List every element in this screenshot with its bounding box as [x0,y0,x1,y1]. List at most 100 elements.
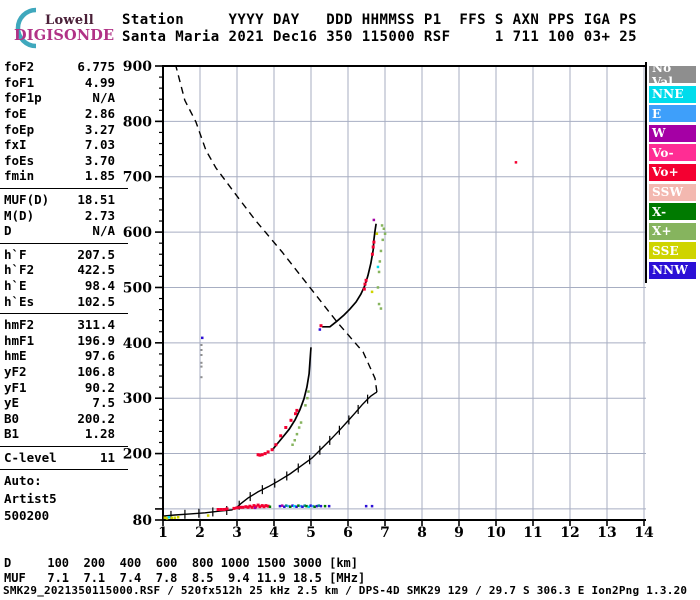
legend-item-w: W [649,124,696,142]
svg-text:500: 500 [123,280,152,296]
param-value: 3.27 [84,121,115,137]
svg-text:300: 300 [123,391,152,407]
svg-text:13: 13 [597,525,616,541]
svg-text:600: 600 [123,225,152,241]
param-row: hmE 97.6 [4,348,115,364]
param-value: 97.6 [84,348,115,364]
legend-label: X- [652,204,667,219]
header-block: Station YYYY DAY DDD HHMMSS P1 FFS S AXN… [122,12,637,46]
param-value: 18.51 [77,192,115,208]
svg-text:9: 9 [454,525,464,541]
param-label: foF1p [4,90,42,106]
param-value: 196.9 [77,332,115,348]
svg-text:14: 14 [634,525,654,541]
svg-text:800: 800 [123,114,152,130]
param-row: h`F 207.5 [4,247,115,263]
series-f2-omode-echoes [319,240,376,328]
series-topside-model-profile [175,65,378,393]
param-value: N/A [92,90,115,106]
param-label: foE [4,106,27,122]
series-f1-xmode-echoes [291,390,310,446]
param-label: MUF(D) [4,192,50,208]
param-row: yE 7.5 [4,395,115,411]
legend-separator [645,62,647,283]
param-label: yE [4,395,20,411]
logo-digisonde-text: DIGISONDE [14,27,115,44]
svg-text:10: 10 [486,525,506,541]
param-label: foEp [4,121,35,137]
param-row: M(D) 2.73 [4,207,115,223]
param-value: 6.775 [77,59,115,75]
param-row: yF1 90.2 [4,379,115,395]
series-f2-xmode-echoes [376,224,387,310]
header-columns-line: Station YYYY DAY DDD HHMMSS P1 FFS S AXN… [122,12,637,28]
param-value: 102.5 [77,293,115,309]
param-group-divider [0,242,128,244]
param-group-divider [0,445,128,447]
svg-text:80: 80 [133,513,153,529]
legend-label: Vo+ [652,165,679,180]
param-footer-line: Artist5 [4,490,57,506]
legend-label: SSE [652,243,679,258]
param-label: h`F2 [4,262,35,278]
param-value: 311.4 [77,317,115,333]
legend-label: Vo- [652,145,674,160]
legend-label: E [652,106,662,121]
param-label: M(D) [4,207,35,223]
svg-text:700: 700 [123,170,152,186]
param-value: 11 [99,449,115,465]
legend-item-e: E [649,105,696,123]
param-value: 106.8 [77,363,115,379]
logo-arc-icon [15,7,37,49]
muf-table-block: D 100 200 400 600 800 1000 1500 3000 [km… [4,556,365,585]
legend-item-vo-: Vo- [649,144,696,162]
param-label: foF2 [4,59,35,75]
param-label: hmF1 [4,332,35,348]
param-value: 3.70 [84,152,115,168]
param-value: 7.5 [92,395,115,411]
legend-label: X+ [652,224,672,239]
d-distance-line: D 100 200 400 600 800 1000 1500 3000 [km… [4,556,359,570]
param-value: 98.4 [84,278,115,294]
series-f1-omode-echoes [256,408,299,457]
param-row: yF2 106.8 [4,364,115,380]
legend-label: NNE [652,87,684,102]
legend-label: NNW [652,263,689,278]
legend-item-nne: NNE [649,85,696,103]
param-value: 4.99 [84,74,115,90]
svg-text:3: 3 [232,525,242,541]
param-value: 1.28 [84,426,115,442]
param-footer-line: 500200 [4,508,50,524]
svg-text:7: 7 [380,525,390,541]
svg-text:12: 12 [560,525,579,541]
param-row: foEp 3.27 [4,121,115,137]
svg-text:5: 5 [306,525,316,541]
param-row: fmin 1.85 [4,168,115,184]
svg-text:11: 11 [523,525,542,541]
legend-item-x-: X- [649,203,696,221]
legend-item-x+: X+ [649,222,696,240]
param-row: hmF2 311.4 [4,317,115,333]
header-values-line: Santa Maria 2021 Dec16 350 115000 RSF 1 … [122,29,637,45]
svg-text:1: 1 [158,525,168,541]
series-f1-trace-line [271,347,312,451]
param-label: fmin [4,168,35,184]
digisonde-logo: Lowell DIGISONDE [6,4,120,50]
param-label: C-level [4,449,57,465]
param-label: hmF2 [4,317,35,333]
param-row: h`E 98.4 [4,278,115,294]
param-row: MUF(D) 18.51 [4,192,115,208]
param-label: h`E [4,278,27,294]
param-value: 1.85 [84,168,115,184]
param-label: h`F [4,246,27,262]
param-row: foF1 4.99 [4,75,115,91]
param-row: D N/A [4,223,115,239]
series-true-height-profile [162,391,378,520]
param-value: 90.2 [84,379,115,395]
param-value: 7.03 [84,137,115,153]
param-label: D [4,223,12,239]
param-row: fxI 7.03 [4,137,115,153]
velocity-legend: No Val NNE E W Vo- Vo+ SSW X- X+ SSE NNW [649,61,697,282]
param-value: 207.5 [77,246,115,262]
